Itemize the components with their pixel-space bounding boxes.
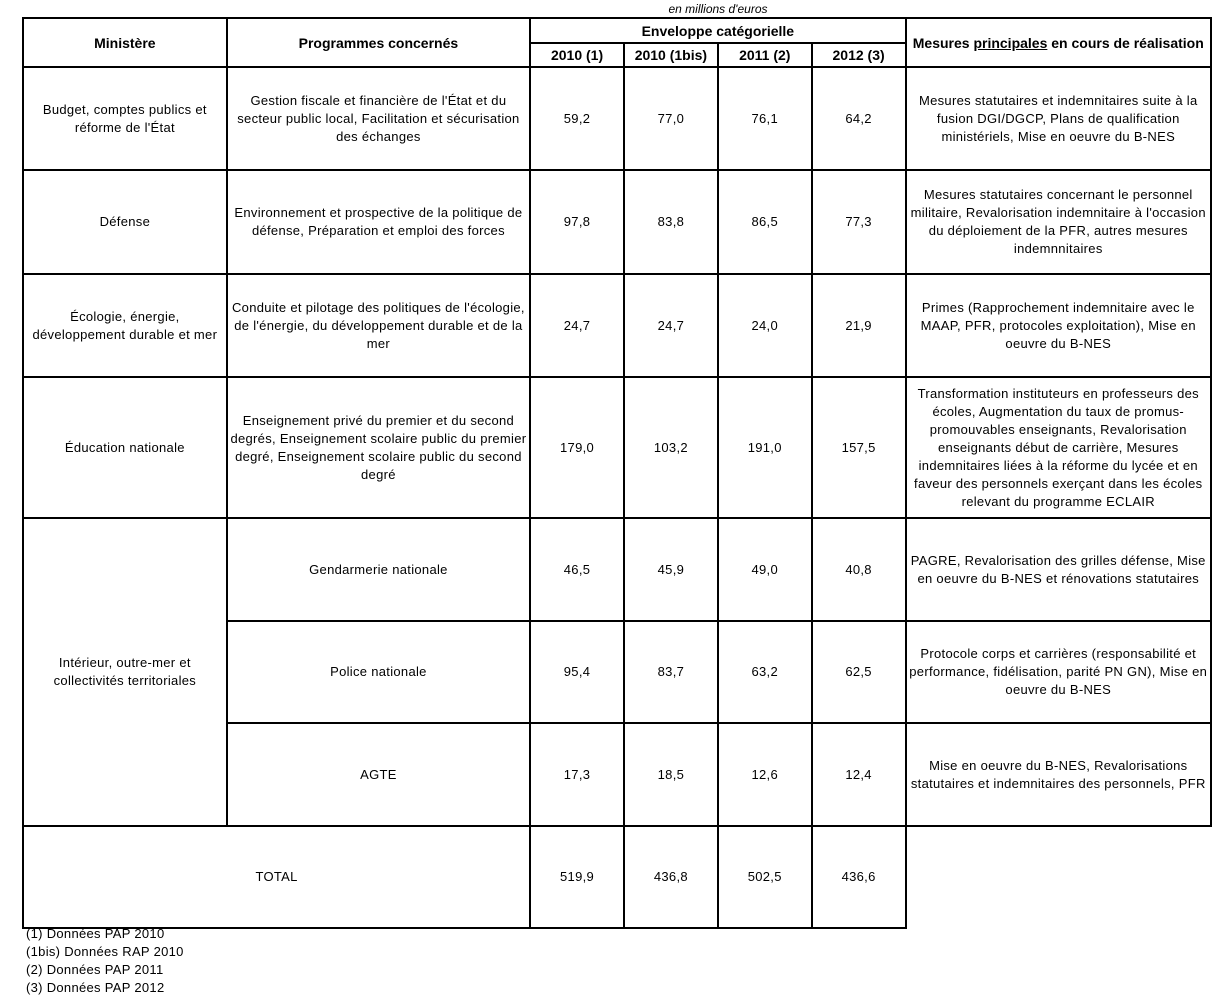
value-cell: 97,8 (529, 169, 625, 275)
mesures-cell: Mise en oeuvre du B-NES, Revalorisations… (904, 722, 1212, 827)
footnote: (3) Données PAP 2012 (26, 980, 165, 995)
header-year: 2010 (1) (529, 42, 625, 68)
empty-cell (904, 825, 1211, 928)
total-value: 436,6 (810, 825, 907, 929)
header-programmes: Programmes concernés (225, 17, 532, 68)
value-cell: 95,4 (529, 620, 625, 724)
ministere-cell: Défense (22, 169, 228, 275)
value-cell: 24,0 (716, 273, 813, 378)
total-value: 519,9 (529, 825, 625, 929)
value-cell: 179,0 (529, 376, 625, 519)
table-row: Budget, comptes publics et réforme de l'… (22, 66, 1212, 171)
mesures-cell: Mesures statutaires et indemnitaires sui… (904, 66, 1212, 171)
value-cell: 17,3 (529, 722, 625, 827)
header-year: 2012 (3) (810, 42, 907, 68)
programme-cell: Enseignement privé du premier et du seco… (225, 376, 532, 519)
value-cell: 76,1 (716, 66, 813, 171)
value-cell: 46,5 (529, 517, 625, 622)
mesures-cell: Transformation instituteurs en professeu… (904, 376, 1212, 519)
mesures-cell: PAGRE, Revalorisation des grilles défens… (904, 517, 1212, 622)
programme-cell: Environnement et prospective de la polit… (225, 169, 532, 275)
value-cell: 40,8 (810, 517, 907, 622)
value-cell: 77,3 (810, 169, 907, 275)
programme-cell: Police nationale (225, 620, 532, 724)
value-cell: 12,4 (810, 722, 907, 827)
table-row: Écologie, énergie, développement durable… (22, 273, 1212, 378)
header-ministere: Ministère (22, 17, 228, 68)
value-cell: 103,2 (622, 376, 719, 519)
footnotes: (1) Données PAP 2010 (1bis) Données RAP … (26, 925, 184, 997)
value-cell: 157,5 (810, 376, 907, 519)
table-row: Éducation nationale Enseignement privé d… (22, 376, 1212, 519)
value-cell: 18,5 (622, 722, 719, 827)
value-cell: 12,6 (716, 722, 813, 827)
ministere-cell: Éducation nationale (22, 376, 228, 519)
value-cell: 24,7 (529, 273, 625, 378)
value-cell: 83,7 (622, 620, 719, 724)
total-row: TOTAL 519,9 436,8 502,5 436,6 (21, 825, 1211, 929)
footnote: (2) Données PAP 2011 (26, 962, 164, 977)
mesures-post: en cours de réalisation (1047, 34, 1204, 51)
budget-table: Ministère Programmes concernés Enveloppe… (21, 17, 1212, 929)
ministere-cell: Budget, comptes publics et réforme de l'… (22, 66, 228, 171)
value-cell: 24,7 (622, 273, 719, 378)
unit-note: en millions d'euros (668, 2, 768, 16)
table-row: AGTE 17,3 18,5 12,6 12,4 Mise en oeuvre … (23, 722, 1212, 827)
value-cell: 83,8 (622, 169, 719, 275)
table-row: Défense Environnement et prospective de … (22, 169, 1212, 275)
value-cell: 45,9 (622, 517, 719, 622)
value-cell: 62,5 (810, 620, 907, 724)
table-row: Intérieur, outre-mer et collectivités te… (22, 517, 1212, 827)
mesures-underlined: principales (973, 34, 1048, 51)
value-cell: 77,0 (622, 66, 719, 171)
mesures-cell: Protocole corps et carrières (responsabi… (904, 620, 1212, 724)
mesures-cell: Primes (Rapprochement indemnitaire avec … (904, 273, 1212, 378)
programme-cell: Conduite et pilotage des politiques de l… (225, 273, 532, 378)
value-cell: 63,2 (716, 620, 813, 724)
programme-cell: Gestion fiscale et financière de l'État … (225, 66, 532, 171)
table-row: Police nationale 95,4 83,7 63,2 62,5 Pro… (23, 620, 1212, 724)
footnote: (1bis) Données RAP 2010 (26, 944, 184, 959)
value-cell: 21,9 (810, 273, 907, 378)
mesures-pre: Mesures (912, 34, 974, 51)
value-cell: 191,0 (716, 376, 813, 519)
value-cell: 49,0 (716, 517, 813, 622)
header-enveloppe: Enveloppe catégorielle (529, 17, 907, 44)
total-label: TOTAL (21, 825, 532, 929)
ministere-cell: Écologie, énergie, développement durable… (22, 273, 228, 378)
value-cell: 59,2 (529, 66, 625, 171)
value-cell: 64,2 (810, 66, 907, 171)
header-year: 2011 (2) (716, 42, 813, 68)
header-mesures: Mesures principales en cours de réalisat… (904, 17, 1212, 68)
ministere-cell: Intérieur, outre-mer et collectivités te… (22, 517, 228, 827)
value-cell: 86,5 (716, 169, 813, 275)
total-value: 436,8 (622, 825, 719, 929)
mesures-cell: Mesures statutaires concernant le person… (904, 169, 1212, 275)
header-year: 2010 (1bis) (622, 42, 719, 68)
programme-cell: Gendarmerie nationale (225, 517, 532, 622)
programme-cell: AGTE (225, 722, 532, 827)
footnote: (1) Données PAP 2010 (26, 926, 165, 941)
total-value: 502,5 (716, 825, 813, 929)
